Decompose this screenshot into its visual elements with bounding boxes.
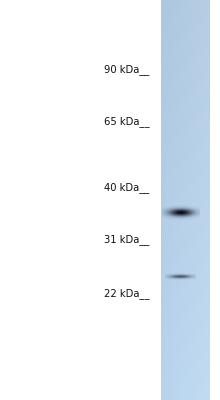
Text: 90 kDa__: 90 kDa__ [104,64,150,76]
Text: 22 kDa__: 22 kDa__ [104,288,150,300]
Text: 40 kDa__: 40 kDa__ [104,182,150,194]
Text: 31 kDa__: 31 kDa__ [104,234,150,246]
Text: 65 kDa__: 65 kDa__ [104,116,150,128]
